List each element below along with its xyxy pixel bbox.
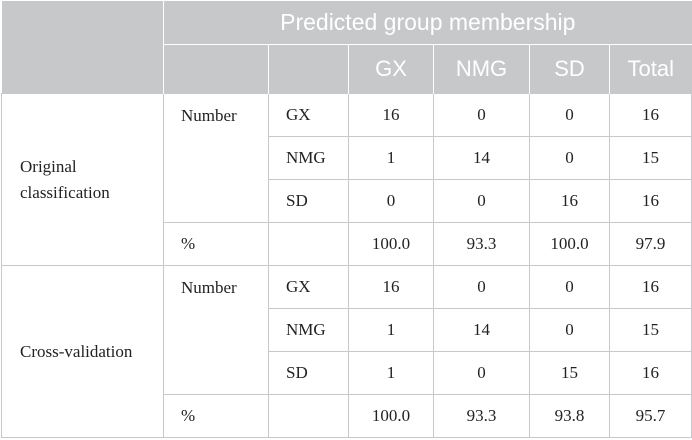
table-cell: 0 [433, 93, 530, 137]
table-row-percent: % 100.0 93.3 100.0 97.9 [2, 222, 692, 266]
header-row-columns: GX NMG SD Total [2, 44, 692, 94]
table-cell: 15 [608, 136, 692, 180]
section-label-line: classification [20, 182, 110, 202]
group-label: GX [268, 265, 349, 309]
column-header-gx: GX [348, 44, 434, 94]
table-cell: 100.0 [348, 222, 434, 266]
group-label: NMG [268, 308, 349, 352]
table-row: NMG 1 14 0 15 [2, 136, 692, 180]
table-row: Original classification Number GX 16 0 0… [1, 93, 692, 266]
table-cell: 0 [529, 136, 610, 180]
header-row-title: Predicted group membership [1, 1, 692, 94]
table-cell: 16 [608, 351, 692, 395]
header-blank-cell [268, 44, 349, 94]
table-cell: 16 [608, 179, 692, 223]
table-cell: 16 [608, 93, 692, 137]
table-cell: 16 [348, 93, 434, 137]
table-cell: 16 [348, 265, 434, 309]
table-cell: 0 [529, 308, 610, 352]
table-row: NMG 1 14 0 15 [2, 308, 692, 352]
group-label: GX [268, 93, 349, 137]
table-cell: 15 [529, 351, 610, 395]
table-cell: 1 [348, 308, 434, 352]
empty-cell [268, 222, 349, 266]
table-cell: 14 [433, 308, 530, 352]
section-label-cross-validation: Cross-validation [1, 265, 164, 438]
table-title: Predicted group membership [162, 1, 692, 45]
stat-label-number: Number [163, 93, 269, 223]
table-cell: 1 [348, 351, 434, 395]
table-cell: 100.0 [348, 394, 434, 438]
table-cell: 16 [608, 265, 692, 309]
table-cell: 93.3 [433, 394, 530, 438]
section-label-line: Cross-validation [20, 341, 133, 361]
group-label: SD [268, 351, 349, 395]
table-cell: 0 [433, 179, 530, 223]
table-cell: 0 [433, 351, 530, 395]
column-header-total: Total [608, 44, 692, 94]
table-cell: 97.9 [608, 222, 692, 266]
stat-label-number: Number [163, 265, 269, 395]
stat-label-percent: % [163, 394, 269, 438]
column-header-sd: SD [529, 44, 610, 94]
empty-cell [268, 394, 349, 438]
column-header-nmg: NMG [433, 44, 530, 94]
stat-label-percent: % [163, 222, 269, 266]
section-label-original: Original classification [1, 93, 164, 266]
table-cell: 93.8 [529, 394, 610, 438]
table-cell: 1 [348, 136, 434, 180]
table-cell: 15 [608, 308, 692, 352]
table-cell: 14 [433, 136, 530, 180]
table-cell: 0 [433, 265, 530, 309]
header-blank-cell [163, 44, 269, 94]
table-cell: 16 [529, 179, 610, 223]
section-label-line: Original [20, 156, 77, 176]
table-cell: 93.3 [433, 222, 530, 266]
group-label: SD [268, 179, 349, 223]
table-cell: 0 [348, 179, 434, 223]
table-row-percent: % 100.0 93.3 93.8 95.7 [2, 394, 692, 438]
table-cell: 95.7 [608, 394, 692, 438]
table-cell: 0 [529, 265, 610, 309]
table-cell: 100.0 [529, 222, 610, 266]
table-row: Cross-validation Number GX 16 0 0 16 [1, 265, 692, 438]
header-blank-cell [1, 1, 164, 94]
table-cell: 0 [529, 93, 610, 137]
table-row: SD 0 0 16 16 [2, 179, 692, 223]
group-label: NMG [268, 136, 349, 180]
